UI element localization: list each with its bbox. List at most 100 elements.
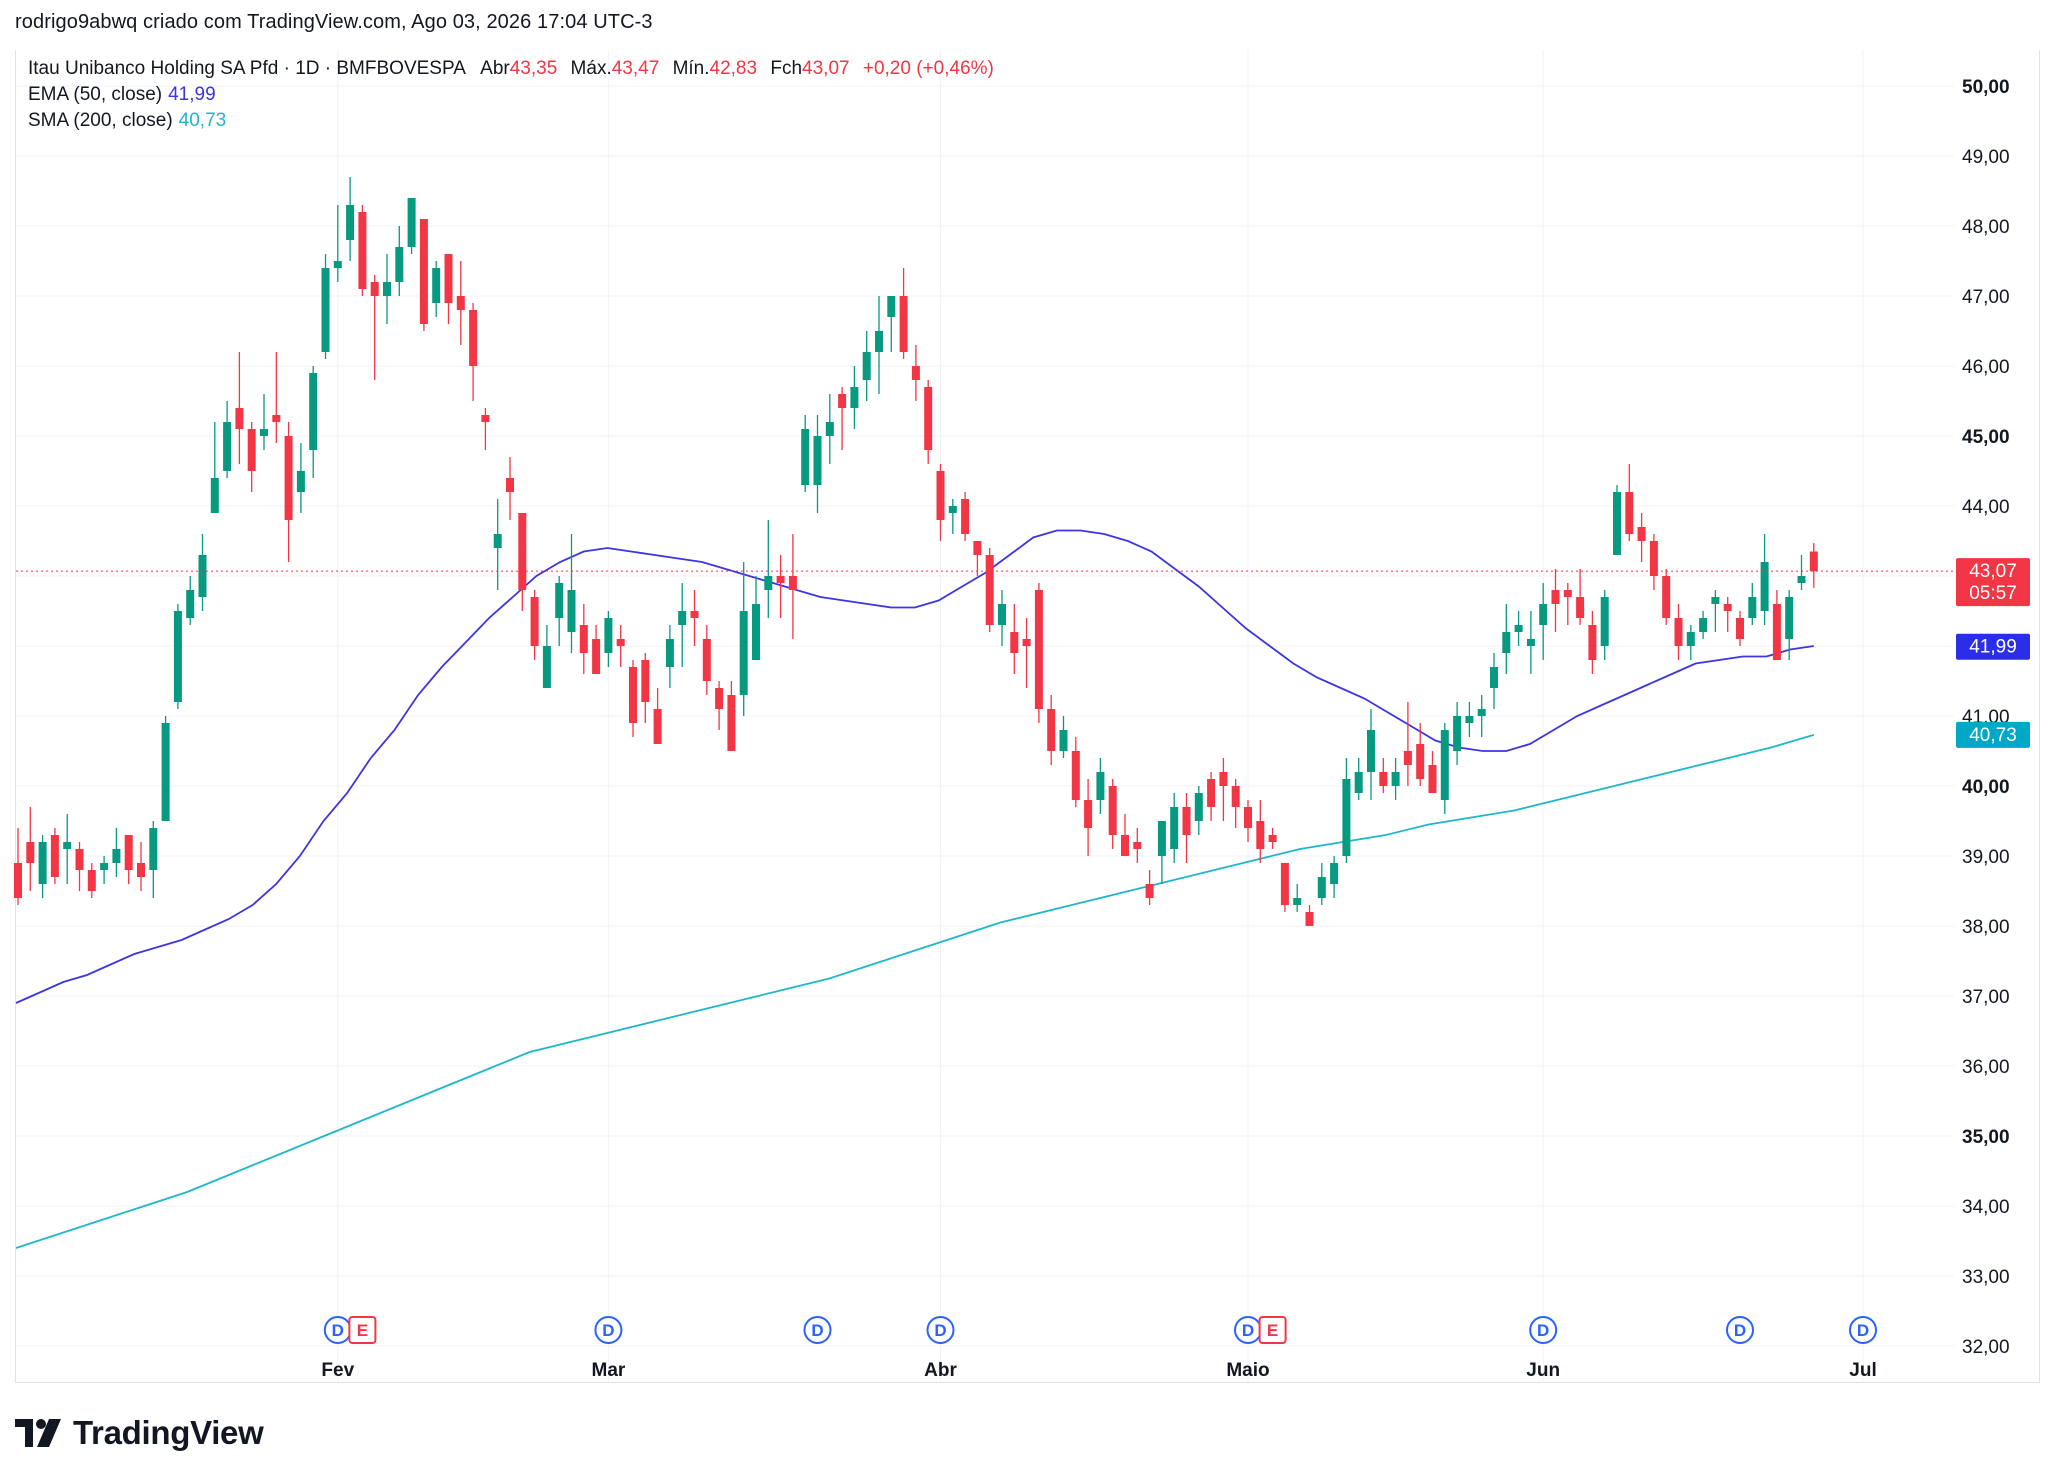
candle <box>616 625 625 667</box>
candle-body <box>38 842 47 884</box>
candle <box>260 394 268 450</box>
candle <box>14 828 22 905</box>
candle-body <box>1490 667 1498 688</box>
candle <box>1662 569 1671 625</box>
candle-body <box>87 870 96 891</box>
dividend-event-marker[interactable]: D <box>594 1316 623 1344</box>
candle <box>284 422 293 562</box>
chart-legend: Itau Unibanco Holding SA Pfd · 1D · BMFB… <box>28 56 994 134</box>
sma-label: SMA (200, close) <box>28 110 173 131</box>
candle <box>1391 758 1400 800</box>
candle-body <box>1686 632 1695 646</box>
candle-body <box>1256 821 1265 849</box>
candle-body <box>1034 590 1043 709</box>
event-marker-label: D <box>332 1321 344 1340</box>
price-tick-label: 45,00 <box>1962 427 2010 448</box>
candle <box>1108 779 1117 849</box>
candle <box>530 590 539 660</box>
dividend-event-marker[interactable]: D <box>1726 1316 1754 1344</box>
candle <box>825 394 834 464</box>
candle <box>1317 863 1326 905</box>
candle-body <box>198 555 207 597</box>
time-axis[interactable]: FevMarAbrMaioJunJulAgo <box>321 1360 2048 1381</box>
candle <box>1551 569 1560 632</box>
close-label: Fch <box>770 58 803 79</box>
candle <box>383 254 391 324</box>
candle-body <box>26 842 35 863</box>
dividend-event-marker[interactable]: D <box>803 1316 832 1344</box>
dividend-event-marker[interactable]: D <box>926 1316 955 1344</box>
candle-body <box>1736 618 1744 639</box>
candle <box>542 625 551 688</box>
candle-body <box>592 639 601 674</box>
candle <box>776 555 785 618</box>
dividend-event-marker[interactable]: D <box>323 1316 352 1344</box>
candle <box>665 625 674 688</box>
earnings-event-marker[interactable]: E <box>1258 1316 1287 1344</box>
candle-body <box>1022 639 1031 646</box>
sma-price-tag: 40,73 <box>1956 721 2030 748</box>
candle <box>75 842 84 891</box>
candle <box>87 863 96 898</box>
price-axis[interactable]: 50,0049,0048,0047,0046,0045,0044,0043,00… <box>1962 77 2010 1358</box>
time-tick-label: Abr <box>924 1360 957 1381</box>
tradingview-logo[interactable]: TradingView <box>15 1414 264 1452</box>
candle-body <box>604 618 613 653</box>
candle-body <box>875 331 883 352</box>
candle-body <box>1600 597 1609 646</box>
price-tick-label: 37,00 <box>1962 987 2010 1008</box>
candle-body <box>370 282 379 296</box>
candle <box>1711 590 1720 632</box>
candle <box>1760 534 1769 625</box>
sma-legend-row[interactable]: SMA (200, close) 40,73 <box>28 108 994 134</box>
event-marker-label: E <box>357 1321 368 1340</box>
candle-body <box>260 429 268 436</box>
candle-body <box>444 254 453 303</box>
candle <box>727 681 736 751</box>
candle <box>702 625 711 695</box>
sma-value: 40,73 <box>178 110 227 131</box>
candle <box>579 604 588 674</box>
dividend-event-marker[interactable]: D <box>1849 1316 1877 1344</box>
candle <box>432 261 441 317</box>
dividend-icon <box>594 1316 623 1344</box>
event-markers[interactable]: DEDDDDEDDDE⚡ <box>323 1275 2048 1344</box>
candle-body <box>1084 800 1093 828</box>
sma-200-path <box>15 734 1815 1249</box>
dividend-event-marker[interactable]: D <box>1234 1316 1262 1344</box>
ema-legend-row[interactable]: EMA (50, close) 41,99 <box>28 82 994 108</box>
symbol-ohlc-row[interactable]: Itau Unibanco Holding SA Pfd · 1D · BMFB… <box>28 56 994 82</box>
price-tick-label: 34,00 <box>1962 1197 2010 1218</box>
candle <box>739 562 748 716</box>
candle-body <box>309 373 318 450</box>
candle-body <box>1625 492 1634 534</box>
candle-body <box>50 835 59 877</box>
candle-body <box>75 849 84 870</box>
candle <box>788 534 797 639</box>
ema-50-path <box>15 529 1814 1004</box>
candle <box>1182 793 1191 863</box>
candle-body <box>1403 751 1412 765</box>
symbol-title[interactable]: Itau Unibanco Holding SA Pfd · 1D · BMFB… <box>28 58 465 79</box>
candle <box>1772 590 1781 660</box>
earnings-event-marker[interactable]: E <box>348 1316 377 1344</box>
price-chart[interactable]: 50,0049,0048,0047,0046,0045,0044,0043,00… <box>0 0 2048 1400</box>
dividend-event-marker[interactable]: D <box>1529 1316 1558 1344</box>
candle <box>1121 814 1129 856</box>
dividend-icon <box>1529 1316 1558 1344</box>
candle-body <box>739 611 748 695</box>
candle <box>1145 870 1154 905</box>
candle <box>444 254 453 324</box>
candle-body <box>1367 730 1375 772</box>
candle-body <box>247 429 256 471</box>
candle <box>1084 779 1093 856</box>
candle-body <box>1588 625 1597 660</box>
candle-body <box>665 639 674 667</box>
event-marker-label: E <box>1267 1321 1278 1340</box>
candle-body <box>456 296 465 310</box>
candle-body <box>702 639 711 681</box>
dividend-icon <box>1726 1316 1754 1344</box>
candle-body <box>1674 618 1683 646</box>
candle-body <box>1170 807 1179 849</box>
candle-body <box>825 422 834 436</box>
